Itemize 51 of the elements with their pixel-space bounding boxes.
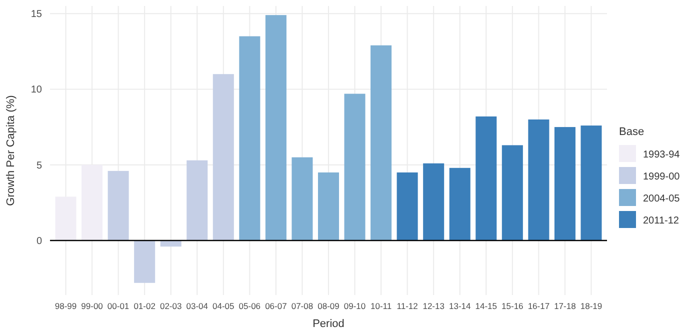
legend-label: 1999-00 — [643, 172, 680, 182]
y-axis-title: Growth Per Capita (%) — [5, 95, 17, 206]
x-tick-label: 07-08 — [291, 301, 314, 311]
bar — [265, 15, 286, 241]
x-tick-label: 05-06 — [238, 301, 261, 311]
bar — [554, 127, 576, 241]
legend-label: 2011-12 — [643, 216, 680, 226]
y-tick-label: 5 — [36, 160, 42, 172]
y-tick-label: 10 — [30, 84, 42, 96]
x-tick-label: 00-01 — [107, 301, 130, 311]
bar — [212, 74, 234, 241]
bar — [396, 172, 418, 241]
legend-label: 2004-05 — [643, 194, 680, 204]
bar — [186, 160, 208, 241]
bar — [528, 119, 550, 241]
x-tick-label: 13-14 — [448, 301, 472, 311]
x-tick-label: 98-99 — [54, 301, 77, 311]
bar — [476, 116, 497, 241]
x-tick-label: 03-04 — [186, 301, 208, 311]
bar — [502, 145, 523, 241]
x-tick-label: 04-05 — [212, 301, 235, 311]
x-tick-label: 09-10 — [344, 301, 366, 311]
x-tick-label: 14-15 — [475, 301, 498, 311]
bar — [239, 36, 260, 241]
bar — [344, 94, 366, 241]
x-tick-label: 02-03 — [160, 301, 182, 311]
bar — [449, 168, 470, 241]
x-tick-label: 16-17 — [528, 301, 550, 311]
bar — [160, 240, 182, 247]
bar — [423, 163, 444, 241]
bar — [292, 157, 313, 241]
x-tick-label: 12-13 — [422, 301, 445, 311]
x-tick-label: 10-11 — [370, 301, 392, 311]
x-tick-label: 08-09 — [318, 301, 340, 311]
y-tick-label: 0 — [36, 236, 42, 248]
x-tick-label: 18-19 — [580, 301, 602, 311]
bar — [318, 172, 340, 241]
x-tick-label: 17-18 — [554, 301, 576, 311]
legend-label: 1993-94 — [643, 150, 680, 160]
legend-title: Base — [619, 126, 644, 138]
x-tick-label: 06-07 — [265, 301, 288, 311]
x-tick-label: 15-16 — [502, 301, 524, 311]
x-tick-label: 11-12 — [396, 301, 418, 311]
bar — [580, 126, 602, 241]
bar — [370, 45, 392, 241]
y-tick-label: 15 — [30, 9, 42, 20]
bar — [108, 170, 129, 241]
bar — [134, 240, 156, 283]
x-axis-title: Period — [312, 318, 344, 330]
x-tick-label: 99-00 — [81, 301, 104, 311]
x-tick-label: 01-02 — [134, 301, 156, 311]
